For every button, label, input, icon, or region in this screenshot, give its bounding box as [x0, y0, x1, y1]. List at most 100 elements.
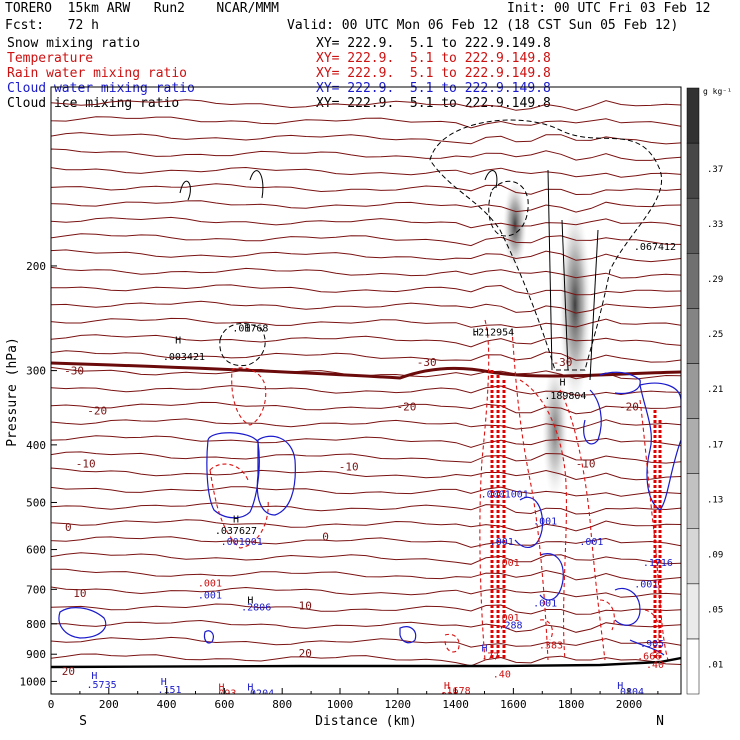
- colorbar-bin: [686, 638, 700, 695]
- end-label-right: N: [656, 714, 664, 729]
- field-annotation: .001: [496, 558, 520, 569]
- y-tick-label: 700: [26, 583, 46, 596]
- colorbar-unit: g kg⁻¹: [703, 87, 732, 96]
- x-tick-label: 0: [48, 698, 55, 711]
- x-tick-label: 400: [157, 698, 177, 711]
- isotherm-line: [51, 467, 681, 481]
- colorbar-bin: [686, 528, 700, 585]
- isotherm-line: [51, 536, 681, 548]
- snow-shading: [503, 180, 591, 500]
- field-annotation: .001: [533, 598, 557, 609]
- field-label-rain: Rain water mixing ratio: [7, 66, 188, 81]
- field-annotation: H: [481, 643, 487, 654]
- field-annotation: .001: [496, 613, 520, 624]
- header-valid: Valid: 00 UTC Mon 06 Feb 12 (18 CST Sun …: [287, 18, 679, 33]
- y-tick-label: 1000: [20, 675, 47, 688]
- colorbar-bin: [686, 142, 700, 199]
- isotherm-label: -10: [339, 461, 359, 474]
- x-tick-label: 1600: [500, 698, 527, 711]
- x-tick-label: 1000: [327, 698, 354, 711]
- field-annotation: .037627: [215, 526, 257, 537]
- field-annotation: .001: [198, 578, 222, 589]
- xy-range-cloud-water: XY= 222.9. 5.1 to 222.9.149.8: [316, 81, 551, 96]
- isotherm-line: [51, 653, 681, 667]
- isotherm-labels: -30 -30 -30 -20 -20 -20 -10 -10 -10 0 0 10 10 20 20: [62, 356, 639, 678]
- terrain-line: [51, 656, 681, 669]
- y-tick-label: 200: [26, 260, 46, 273]
- colorbar-bin: [686, 253, 700, 309]
- isotherm-label: -10: [576, 458, 596, 471]
- field-annotation: .2806: [241, 603, 271, 614]
- field-annotation: .288: [498, 621, 522, 632]
- field-annotation: .905: [640, 639, 664, 650]
- field-annotation: H: [161, 677, 167, 688]
- field-annotation: H: [444, 681, 450, 692]
- field-annotation: H: [91, 671, 97, 682]
- field-annotation: .001: [634, 579, 658, 590]
- x-tick-label: 200: [99, 698, 119, 711]
- isotherm-line: [51, 266, 681, 279]
- isotherm-line: [51, 216, 681, 229]
- isotherm-label: 0: [65, 521, 72, 534]
- plot-frame: [50, 86, 682, 695]
- x-tick-label: 800: [272, 698, 292, 711]
- field-annotation: H: [473, 328, 479, 339]
- x-tick-label: 2000: [616, 698, 643, 711]
- isotherm-line: [51, 486, 681, 497]
- field-annotation: .003421: [163, 352, 205, 363]
- y-axis: 200 300 400 500 600 700 800 900 1000: [20, 260, 57, 688]
- isotherm-label: -10: [76, 458, 96, 471]
- colorbar-label: .37: [707, 165, 723, 175]
- field-annotation: H: [233, 514, 239, 525]
- field-annotation: .067412: [634, 242, 676, 253]
- x-tick-label: 600: [214, 698, 234, 711]
- colorbar-bin: [686, 583, 700, 640]
- colorbar-bin: [686, 363, 700, 419]
- field-annotation: H: [247, 596, 253, 607]
- colorbar: .01 .05 .09 .13 .17 .21 .25 .29 .33 .37 g kg⁻¹: [686, 87, 732, 695]
- field-annotation: H: [247, 682, 253, 693]
- isotherm-label: 20: [299, 647, 312, 660]
- y-tick-label: 300: [26, 365, 46, 378]
- field-annotation: .001001: [221, 537, 263, 548]
- colorbar-label: .05: [707, 606, 723, 616]
- field-annotation: .035: [435, 691, 459, 702]
- field-annotation: .189804: [544, 391, 586, 402]
- isotherm-label: -30: [64, 365, 84, 378]
- xy-range-snow: XY= 222.9. 5.1 to 222.9.149.8: [316, 36, 551, 51]
- header-fcst: Fcst: 72 h: [5, 18, 99, 33]
- isotherm-line: [51, 300, 681, 314]
- field-annotation: H: [617, 681, 623, 692]
- isotherm-line: [51, 451, 681, 464]
- field-label-cloud-ice: Cloud ice mixing ratio: [7, 96, 180, 111]
- isotherm-line: [51, 116, 681, 129]
- y-tick-label: 500: [26, 496, 46, 509]
- xy-range-rain: XY= 222.9. 5.1 to 222.9.149.8: [316, 66, 551, 81]
- field-annotation: .383: [539, 640, 563, 651]
- isotherm-label: 0: [322, 530, 329, 543]
- field-annotation: .40: [493, 670, 511, 681]
- isotherm-line: [51, 132, 681, 145]
- header-init: Init: 00 UTC Fri 03 Feb 12: [507, 1, 711, 16]
- colorbar-bin: [686, 418, 700, 474]
- field-annotation: .01768: [232, 324, 268, 335]
- field-annotation: .77: [481, 651, 499, 662]
- isotherm-line: [51, 401, 681, 415]
- isotherm-line: [51, 334, 681, 348]
- colorbar-bin: [686, 197, 700, 254]
- field-annotation: .001: [579, 537, 603, 548]
- temperature-isotherms: [51, 99, 681, 667]
- x-tick-label: 1800: [558, 698, 585, 711]
- isotherm-label: 10: [73, 587, 86, 600]
- field-annotation: .001: [533, 517, 557, 528]
- isotherm-line: [51, 350, 681, 363]
- field-annotation: .40: [646, 660, 664, 671]
- x-axis-label: Distance (km): [315, 714, 417, 729]
- isotherm-label: -30: [553, 356, 573, 369]
- freezing-level-line: [51, 361, 681, 380]
- isotherm-line: [51, 99, 681, 112]
- isotherm-line: [51, 603, 681, 615]
- isotherm-line: [51, 166, 681, 178]
- isotherm-line: [51, 619, 681, 633]
